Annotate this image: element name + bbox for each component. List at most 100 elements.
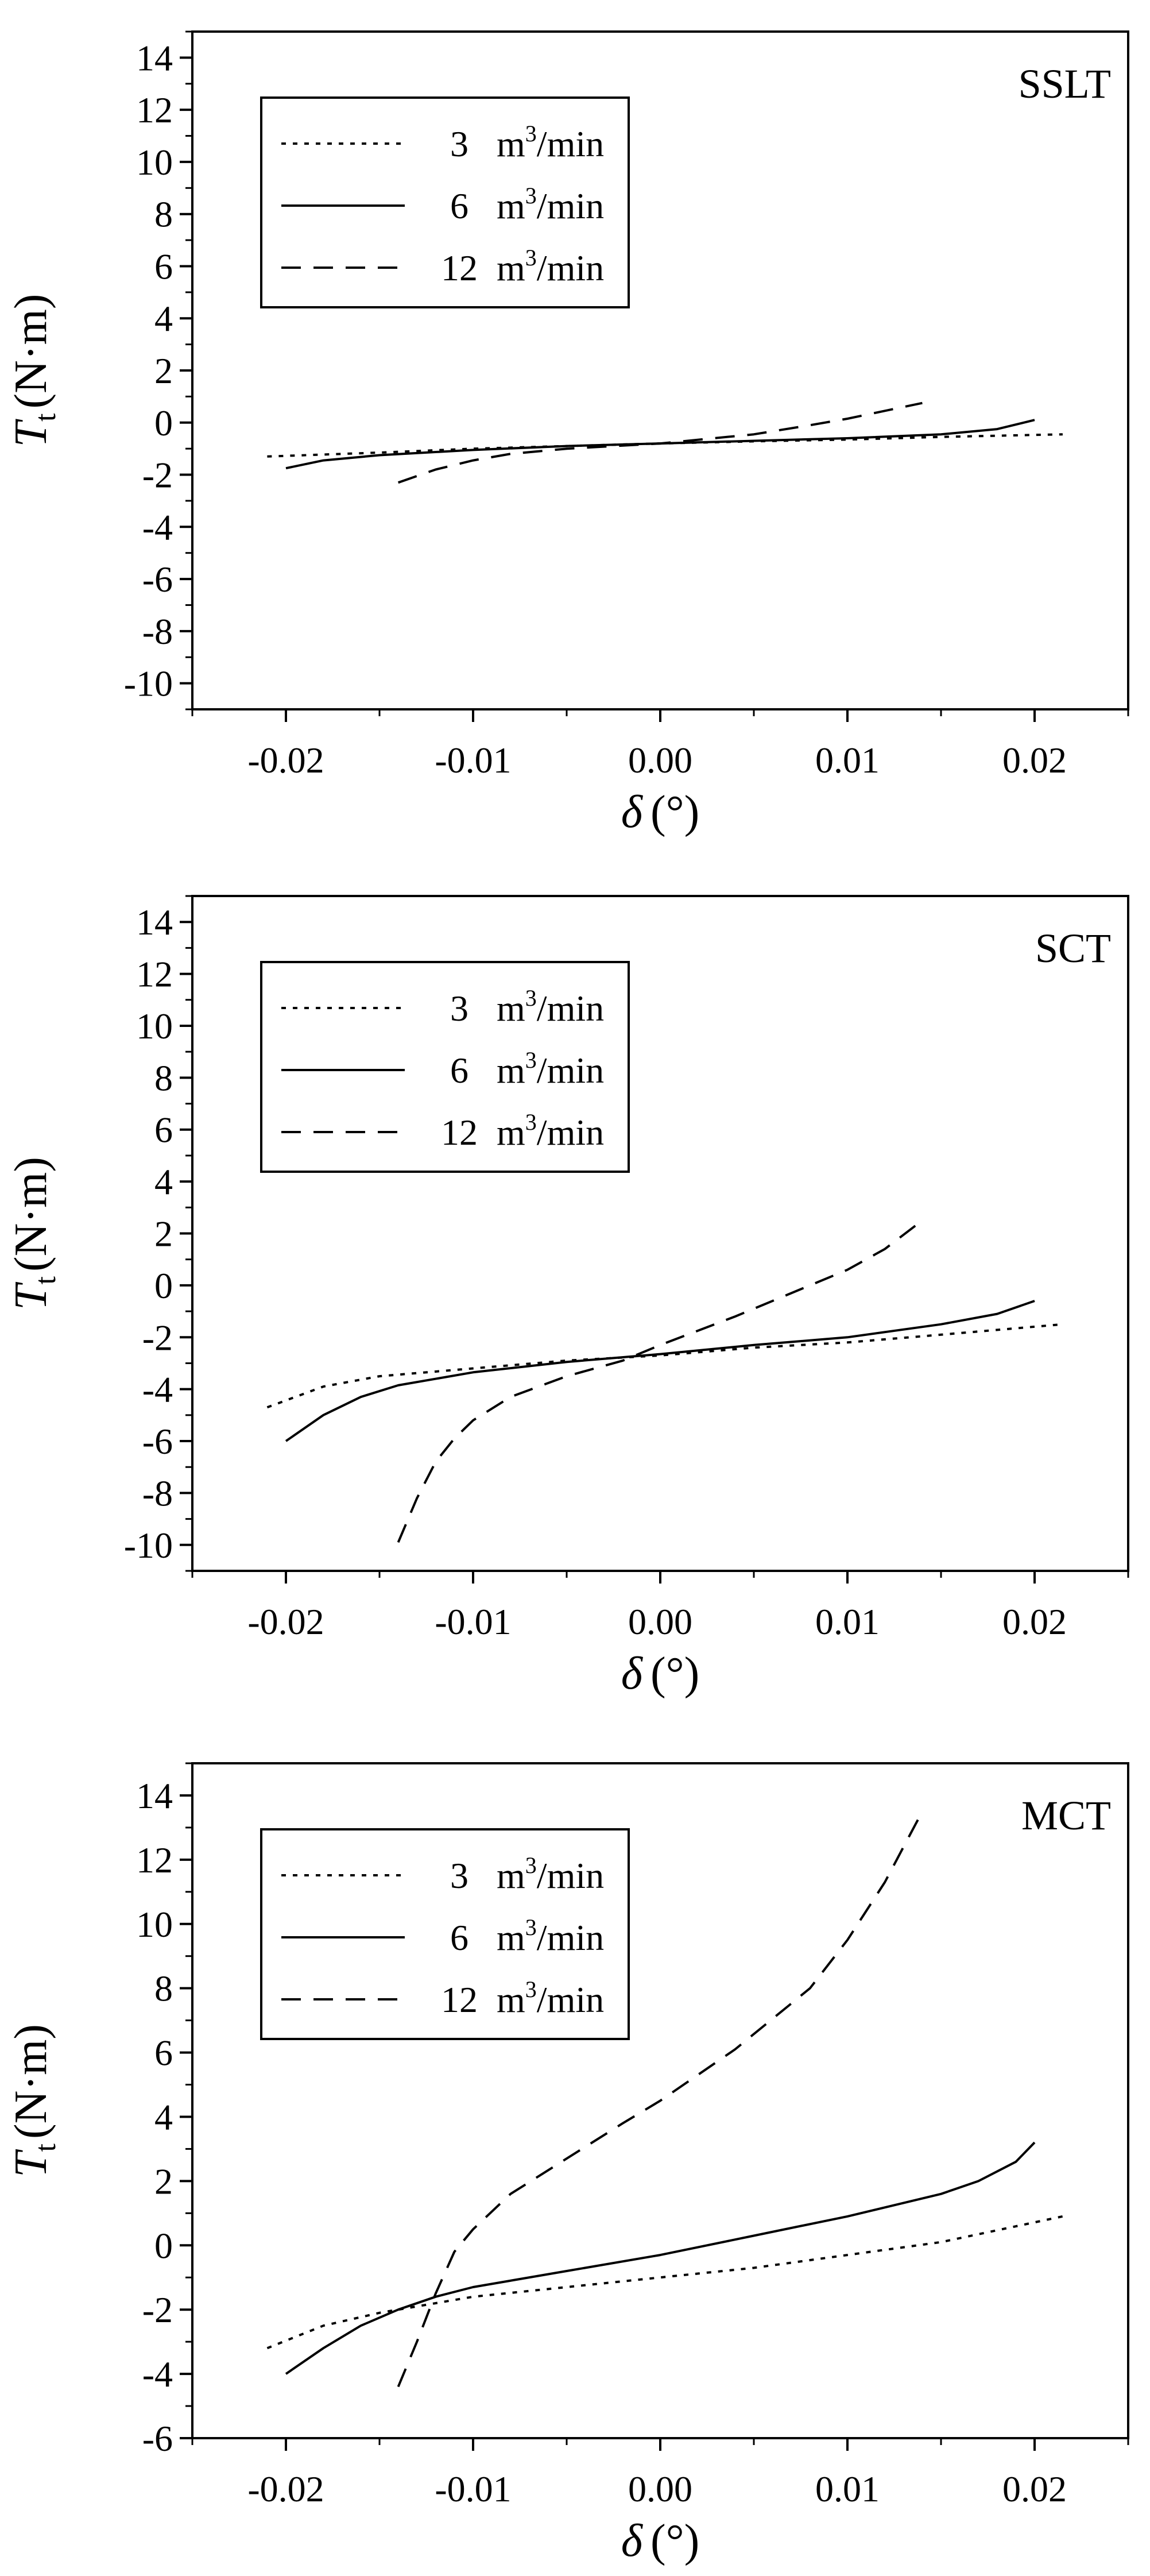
y-tick-label: -4 [142,2354,173,2395]
y-tick-label: -2 [142,455,173,496]
legend-unit-base: m [497,1112,525,1153]
y-tick-label: -6 [142,559,173,600]
x-tick-label: -0.01 [435,1601,511,1642]
legend-unit: m3/min [497,245,604,288]
legend-unit-base: m [497,248,525,288]
legend-box [260,961,630,1173]
series-line-solid-6 [285,2141,1036,2375]
y-tick-label: 14 [136,1775,173,1816]
legend-unit-tail: /min [537,1050,604,1091]
x-axis-symbol: δ [621,1648,644,1699]
y-tick-label: 4 [154,298,173,339]
panel-label: SSLT [1019,61,1111,107]
y-tick-label: 8 [154,1968,173,2009]
y-axis-title: Tt (N·m) [6,1157,62,1310]
series-line-dashed-12 [397,401,923,484]
legend-unit: m3/min [497,1976,604,2020]
y-axis-unit: (N·m) [6,1157,56,1272]
legend-unit-exp: 3 [525,985,537,1011]
chart-panel-sslt: -0.02 -0.01 0.00 0.01 0.02 -10 -8 -6 -4 -2 0 2 4 6 8 10… [6,30,1129,837]
y-tick-label: 4 [154,2096,173,2137]
panel-label: SCT [1035,925,1111,971]
y-tick-label: 8 [154,194,173,235]
legend-unit-tail: /min [537,1112,604,1153]
x-axis-unit: (°) [650,2516,699,2566]
legend-unit-exp: 3 [525,1976,537,2002]
x-tick-label: -0.02 [247,2469,324,2509]
y-tick-label: -4 [142,507,173,547]
y-tick-label: 10 [136,142,173,183]
y-tick-label: 10 [136,1904,173,1945]
legend-unit-base: m [497,988,525,1029]
legend-unit-base: m [497,1917,525,1958]
series-line-dotted-3 [266,2215,1063,2350]
legend-unit: m3/min [497,121,604,164]
y-tick-label: -4 [142,1369,173,1410]
legend-unit-tail: /min [537,123,604,164]
y-axis-subscript: t [29,2143,62,2152]
y-tick-label: 14 [136,37,173,78]
legend-unit: m3/min [497,1047,604,1091]
legend-unit-tail: /min [537,1855,604,1896]
y-tick-label: 14 [136,902,173,943]
legend-box [260,96,630,308]
y-tick-label: 0 [154,1265,173,1306]
y-tick-label: 0 [154,403,173,443]
y-tick-label: -6 [142,1421,173,1462]
y-tick-label: 8 [154,1057,173,1098]
legend-unit: m3/min [497,183,604,226]
legend-unit-exp: 3 [525,121,537,146]
legend-unit-exp: 3 [525,1852,537,1878]
legend-series-label: 3 [450,988,468,1029]
y-tick-label: -10 [124,663,173,704]
x-tick-label: 0.01 [815,1601,880,1642]
legend-unit-base: m [497,1050,525,1091]
y-tick-label: 2 [154,2161,173,2202]
y-axis-title: Tt (N·m) [6,294,62,447]
y-axis-unit: (N·m) [6,2024,56,2139]
y-tick-label: 12 [136,954,173,995]
x-axis-title: δ (°) [621,787,699,837]
x-tick-label: 0.00 [628,740,692,781]
x-tick-label: 0.00 [628,2469,692,2509]
y-tick-label: 6 [154,2033,173,2073]
chart-panel-sct: -0.02 -0.01 0.00 0.01 0.02 -10 -8 -6 -4 -2 0 2 4 6 8 10… [6,895,1129,1699]
legend-unit-tail: /min [537,186,604,226]
y-tick-label: -2 [142,2289,173,2330]
panel-label: MCT [1021,1793,1111,1839]
legend-unit: m3/min [497,1109,604,1153]
y-axis-symbol: T [6,418,56,447]
y-tick-label: -10 [124,1525,173,1566]
legend-unit-tail: /min [537,1979,604,2020]
x-axis-title: δ (°) [621,2516,699,2566]
legend-unit: m3/min [497,1914,604,1958]
x-tick-label: 0.00 [628,1601,692,1642]
legend-series-label: 12 [441,248,478,288]
x-tick-label: -0.01 [435,740,511,781]
y-tick-label: 12 [136,1840,173,1880]
legend-series-label: 6 [450,1917,468,1958]
y-axis-subscript: t [29,1276,62,1284]
chart-panel-mct: -0.02 -0.01 0.00 0.01 0.02 -6 -4 -2 0 2 4 6 8 10 12 14 δ… [6,1762,1129,2566]
series-line-dotted-3 [266,1323,1063,1409]
y-tick-label: -6 [142,2418,173,2459]
legend-unit-exp: 3 [525,1109,537,1135]
legend-series-label: 12 [441,1979,478,2020]
legend-unit-exp: 3 [525,245,537,271]
legend-series-label: 12 [441,1112,478,1153]
x-axis-symbol: δ [621,787,644,837]
y-axis-title: Tt (N·m) [6,2024,62,2177]
legend-series-label: 3 [450,123,468,164]
legend-series-label: 3 [450,1855,468,1896]
legend-unit-base: m [497,186,525,226]
x-tick-label: 0.02 [1002,1601,1067,1642]
legend-unit-base: m [497,1855,525,1896]
x-axis-unit: (°) [650,787,699,837]
x-tick-label: -0.02 [247,1601,324,1642]
y-axis-unit: (N·m) [6,294,56,409]
legend-box [260,1828,630,2040]
x-tick-label: 0.01 [815,740,880,781]
